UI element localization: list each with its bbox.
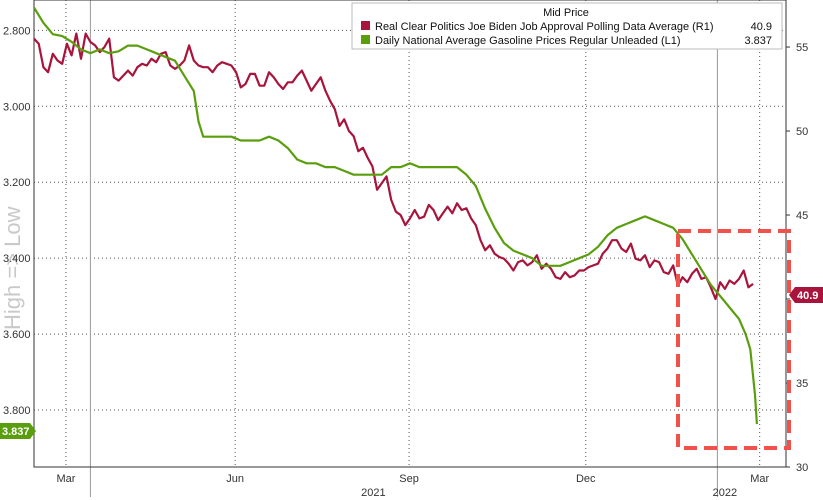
last-value-badge-biden-shape [789,287,823,303]
series-layer [33,7,758,425]
x-month-label: Sep [399,473,419,485]
left-tick-label: 3.000 [3,101,31,113]
x-month-label: Mar [750,473,769,485]
x-axis-labels: Mar Jun Sep Dec Mar 2021 2022 [56,473,769,499]
series-line-gasoline [33,7,758,425]
plot-frame [33,0,787,468]
last-value-badge-gasoline: 3.837 [0,423,36,439]
series-line-biden [33,32,754,301]
x-axis-ticks [89,0,718,497]
legend-value-biden: 40.9 [751,21,772,33]
left-tick-label: 3.200 [3,177,31,189]
legend-value-gasoline: 3.837 [744,35,772,47]
right-axis: 555045403530 [786,42,808,474]
last-value-label-biden: 40.9 [797,290,818,302]
right-tick-label: 30 [796,462,808,474]
legend-swatch-gasoline [361,35,370,44]
last-value-badge-biden: 40.9 [789,287,823,303]
left-tick-label: 3.400 [3,253,31,265]
x-year-label: 2021 [361,487,385,499]
right-tick-label: 50 [796,126,808,138]
last-value-badge-gasoline-shape [0,423,36,439]
left-axis: 2.800 3.000 3.200 3.400 3.600 3.800 [3,25,31,417]
highlight-box [676,229,791,450]
x-month-label: Mar [56,473,75,485]
left-tick-label: 2.800 [3,25,31,37]
legend-frame [351,2,783,50]
legend-title: Mid Price [543,7,589,19]
left-tick-label: 3.800 [3,405,31,417]
x-month-label: Dec [576,473,596,485]
x-year-label: 2022 [713,487,737,499]
right-tick-label: 55 [796,42,808,54]
right-tick-label: 45 [796,210,808,222]
x-month-label: Jun [226,473,244,485]
y-axis-direction-label: High => Low [0,206,25,330]
last-value-label-gasoline: 3.837 [2,426,30,438]
legend: Mid Price Real Clear Politics Joe Biden … [351,2,783,50]
left-tick-label: 3.600 [3,329,31,341]
right-tick-label: 35 [796,378,808,390]
legend-label-gasoline: Daily National Average Gasoline Prices R… [375,35,681,47]
legend-label-biden: Real Clear Politics Joe Biden Job Approv… [375,21,714,33]
legend-swatch-biden [361,21,370,30]
